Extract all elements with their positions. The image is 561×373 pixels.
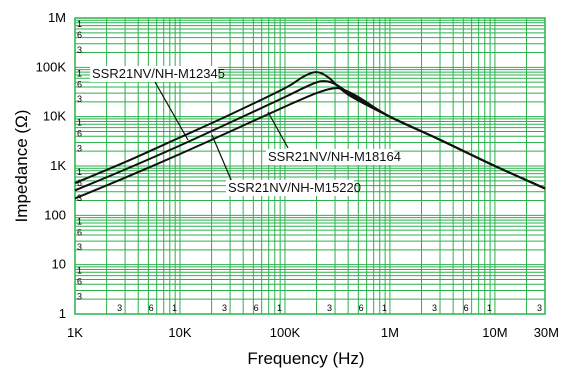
grid — [74, 18, 546, 315]
y-tick-label: 10 — [52, 257, 66, 272]
series-line-3 — [74, 87, 546, 200]
x-minor-label: 1 — [382, 303, 387, 313]
y-minor-label: 6 — [77, 30, 82, 40]
y-tick-label: 100 — [44, 207, 66, 222]
y-minor-label: 3 — [77, 94, 82, 104]
x-tick-labels: 1K 10K 100K 1M 10M 30M — [67, 325, 559, 340]
y-minor-label: 1 — [77, 266, 82, 276]
y-tick-label: 1K — [50, 158, 66, 173]
y-tick-label: 10K — [43, 109, 66, 124]
y-minor-label: 1 — [77, 216, 82, 226]
y-minor-label: 3 — [77, 242, 82, 252]
y-tick-label: 100K — [36, 59, 67, 74]
x-tick-label: 1K — [67, 325, 83, 340]
annotation-leader — [267, 111, 289, 149]
x-tick-label: 10K — [168, 325, 191, 340]
annotation-background — [226, 180, 355, 196]
y-minor-label: 1 — [77, 19, 82, 29]
y-minor-label: 1 — [77, 167, 82, 177]
x-axis-title: Frequency (Hz) — [247, 349, 364, 368]
y-minor-label: 6 — [77, 227, 82, 237]
x-minor-label: 3 — [327, 303, 332, 313]
y-minor-label: 3 — [77, 143, 82, 153]
annotation-label: SSR21NV/NH-M12345 — [92, 66, 225, 81]
x-minor-label: 1 — [172, 303, 177, 313]
y-minor-label: 3 — [77, 291, 82, 301]
x-minor-label: 1 — [487, 303, 492, 313]
x-minor-label: 3 — [537, 303, 542, 313]
y-minor-label: 6 — [77, 129, 82, 139]
y-minor-label: 6 — [77, 178, 82, 188]
annotation-label: SSR21NV/NH-M15220 — [228, 180, 361, 195]
annotation-label: SSR21NV/NH-M18164 — [268, 149, 401, 164]
x-minor-label: 6 — [254, 303, 259, 313]
annotations: SSR21NV/NH-M12345 SSR21NV/NH-M18164 SSR21N… — [90, 66, 401, 196]
y-minor-label: 1 — [77, 118, 82, 128]
y-minor-label: 1 — [77, 68, 82, 78]
annotation-background — [90, 66, 219, 82]
annotation-background — [266, 149, 395, 165]
x-minor-label: 1 — [277, 303, 282, 313]
annotation-leader — [211, 134, 233, 183]
x-minor-label: 3 — [117, 303, 122, 313]
x-minor-label: 6 — [149, 303, 154, 313]
x-minor-label: 3 — [222, 303, 227, 313]
y-minor-label: 6 — [77, 277, 82, 287]
x-tick-label: 1M — [381, 325, 399, 340]
series-lines — [74, 71, 546, 200]
x-minor-label: 6 — [359, 303, 364, 313]
y-minor-label: 3 — [77, 193, 82, 203]
y-tick-label: 1M — [48, 10, 66, 25]
x-minor-label: 3 — [432, 303, 437, 313]
y-tick-labels: 1 10 100 1K 10K 100K 1M — [36, 10, 67, 321]
y-tick-label: 1 — [59, 306, 66, 321]
y-axis-title: Impedance (Ω) — [12, 110, 31, 223]
y-minor-label: 3 — [77, 45, 82, 55]
x-tick-label: 30M — [534, 325, 559, 340]
x-tick-label: 10M — [482, 325, 507, 340]
x-tick-label: 100K — [270, 325, 301, 340]
plot-frame — [74, 17, 546, 315]
x-minor-label: 6 — [464, 303, 469, 313]
y-minor-label: 6 — [77, 79, 82, 89]
annotation-leader — [154, 81, 189, 141]
